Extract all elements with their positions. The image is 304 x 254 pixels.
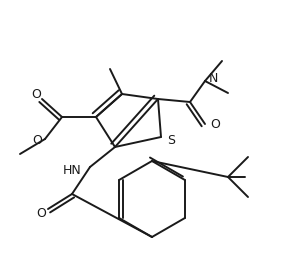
Text: O: O [210,118,220,131]
Text: S: S [167,134,175,147]
Text: N: N [209,72,218,85]
Text: O: O [36,207,46,220]
Text: O: O [31,88,41,101]
Text: O: O [32,133,42,146]
Text: HN: HN [63,163,82,176]
